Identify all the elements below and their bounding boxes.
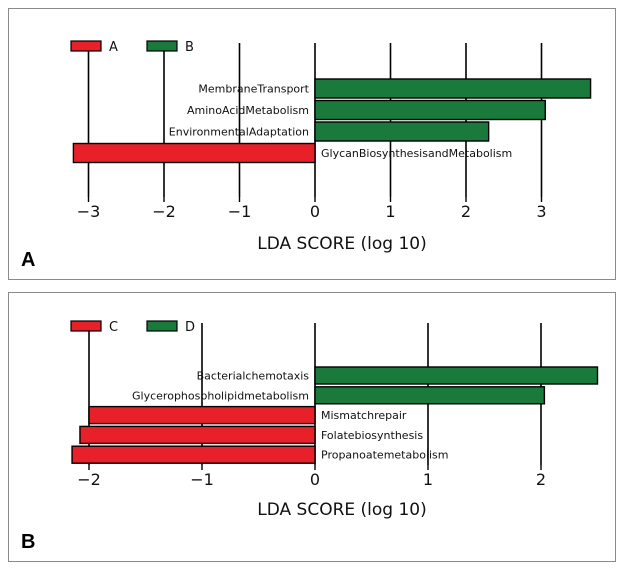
- bar-bacterialchemotaxis: [314, 366, 599, 385]
- bar-label: GlycanBiosynthesisandMetabolism: [321, 147, 512, 160]
- tick-label: 2: [461, 202, 471, 221]
- bar-label: Folatebiosynthesis: [321, 429, 423, 442]
- bar-label: Glycerophospholipidmetabolism: [132, 389, 309, 402]
- tick-label: 1: [423, 470, 433, 489]
- legend-swatch-a: [70, 40, 102, 52]
- bar-label: Mismatchrepair: [321, 409, 407, 422]
- bar-environmentaladaptation: [314, 121, 490, 142]
- x-axis-title: LDA SCORE (log 10): [257, 234, 427, 254]
- bar-label: AminoAcidMetabolism: [187, 104, 309, 117]
- lda-chart-a: MembraneTransport AminoAcidMetabolism Envi…: [70, 40, 592, 254]
- bar-label: Propanoatemetabolism: [321, 449, 449, 462]
- bar-label: EnvironmentalAdaptation: [169, 126, 309, 139]
- legend-label-a: A: [109, 40, 118, 55]
- legend-label-d: D: [185, 320, 195, 335]
- tick-label: 0: [310, 202, 320, 221]
- lda-chart-b: Bacterialchemotaxis Glycerophospholipidme…: [70, 320, 599, 520]
- legend-label-b: B: [185, 40, 194, 55]
- tick-label: −3: [77, 202, 101, 221]
- legend-label-c: C: [109, 320, 118, 335]
- bar-mismatchrepair: [88, 405, 316, 425]
- bar-aminoacidmetabolism: [314, 99, 546, 121]
- x-axis-title: LDA SCORE (log 10): [257, 500, 427, 520]
- bar-folatebiosynthesis: [79, 425, 316, 445]
- tick-label: 0: [310, 470, 320, 489]
- tick-label: 1: [385, 202, 395, 221]
- panel-a: MembraneTransport AminoAcidMetabolism Envi…: [8, 8, 616, 280]
- bar-membranetransport: [314, 78, 592, 99]
- tick-label: −2: [152, 202, 176, 221]
- bar-propanoatemetabolism: [71, 445, 316, 464]
- bar-label: Bacterialchemotaxis: [197, 370, 310, 383]
- legend-swatch-d: [146, 320, 178, 332]
- panel-letter-b: B: [21, 531, 36, 553]
- panel-b: Bacterialchemotaxis Glycerophospholipidme…: [8, 292, 616, 562]
- legend-swatch-c: [70, 320, 102, 332]
- tick-label: 2: [536, 470, 546, 489]
- bar-glycanbiosynthesisandmetabolism: [72, 142, 316, 164]
- tick-label: −2: [77, 470, 101, 489]
- bar-glycerophospholipidmetabolism: [314, 386, 546, 405]
- tick-label: −1: [190, 470, 214, 489]
- legend-swatch-b: [146, 40, 178, 52]
- bar-label: MembraneTransport: [198, 83, 309, 96]
- tick-label: 3: [536, 202, 546, 221]
- panel-letter-a: A: [21, 249, 36, 271]
- tick-label: −1: [228, 202, 252, 221]
